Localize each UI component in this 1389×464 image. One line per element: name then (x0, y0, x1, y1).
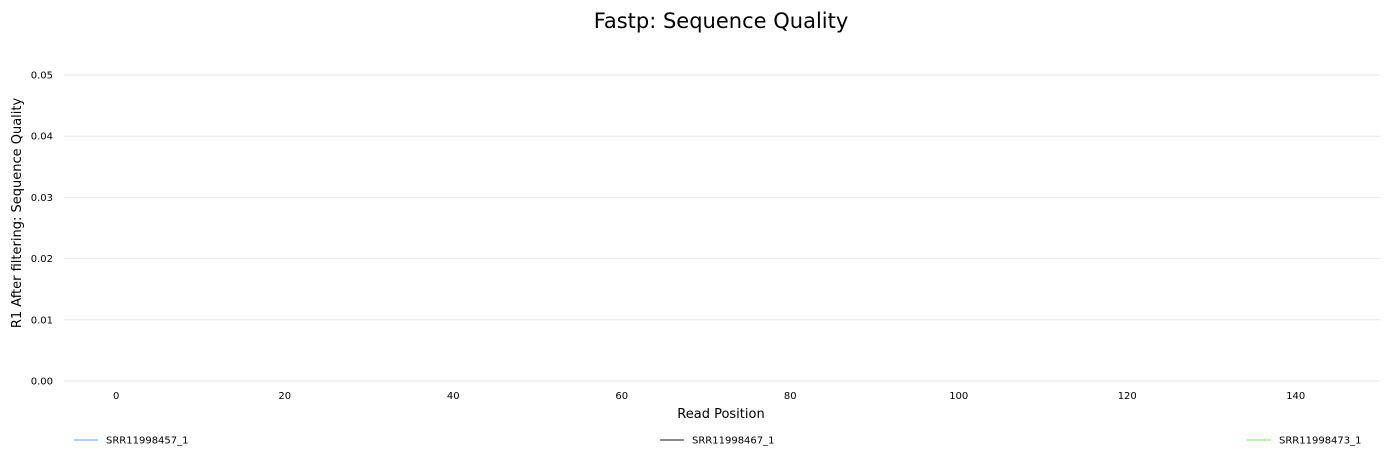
x-tick-label: 120 (1118, 391, 1137, 402)
x-tick-label: 100 (949, 391, 968, 402)
grid (64, 74, 1380, 382)
x-axis: 0 20 40 60 80 100 120 140 (113, 391, 1305, 402)
y-tick-label: 0.02 (31, 254, 53, 265)
legend-item[interactable]: SRR11998467_1 (660, 436, 775, 447)
y-tick-label: 0.00 (31, 377, 53, 388)
x-tick-label: 80 (784, 391, 797, 402)
y-tick-label: 0.01 (31, 315, 53, 326)
legend: SRR11998457_1 SRR11998467_1 SRR11998473_1 (74, 436, 1362, 447)
x-axis-label: Read Position (677, 407, 764, 422)
legend-item[interactable]: SRR11998457_1 (74, 436, 189, 447)
y-tick-label: 0.03 (31, 193, 53, 204)
y-axis: 0.00 0.01 0.02 0.03 0.04 0.05 (31, 71, 53, 388)
legend-item[interactable]: SRR11998473_1 (1247, 436, 1362, 447)
x-tick-label: 140 (1286, 391, 1305, 402)
legend-label: SRR11998473_1 (1279, 436, 1362, 447)
x-tick-label: 60 (615, 391, 628, 402)
legend-label: SRR11998457_1 (106, 436, 189, 447)
y-tick-label: 0.04 (31, 132, 53, 143)
legend-label: SRR11998467_1 (692, 436, 775, 447)
x-tick-label: 0 (113, 391, 119, 402)
y-tick-label: 0.05 (31, 71, 53, 82)
x-tick-label: 20 (278, 391, 291, 402)
x-tick-label: 40 (447, 391, 460, 402)
y-axis-label: R1 After filtering: Sequence Quality (10, 98, 25, 329)
chart-title: Fastp: Sequence Quality (594, 9, 849, 33)
